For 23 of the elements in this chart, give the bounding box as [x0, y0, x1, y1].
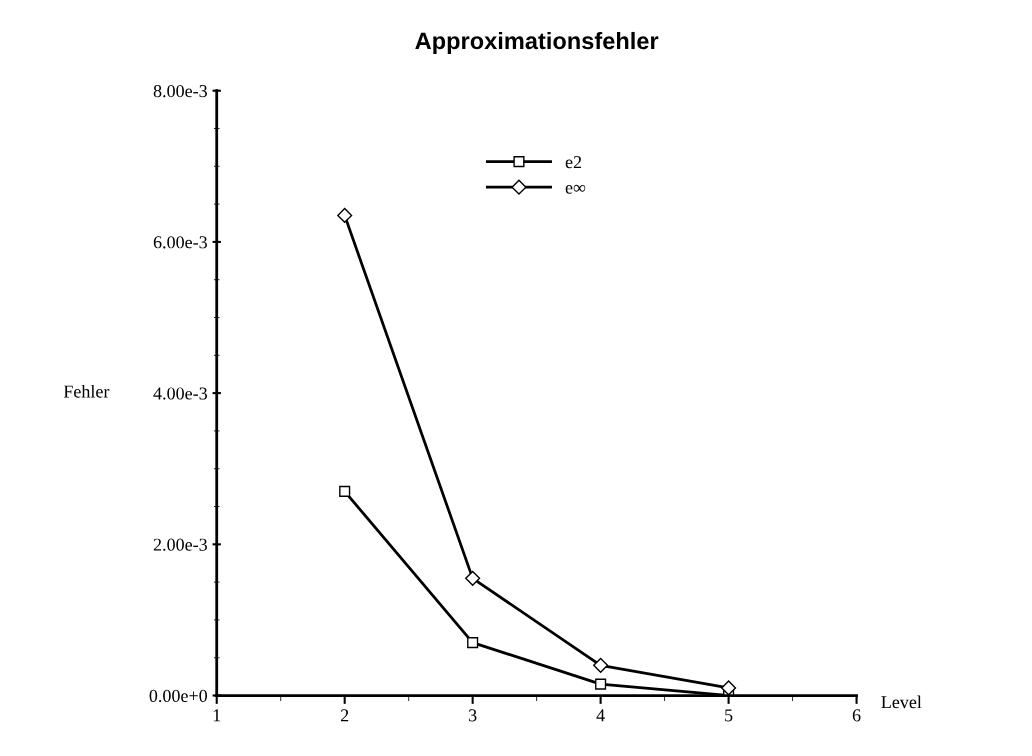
y-axis-title: Fehler [63, 384, 110, 398]
y-tick-label: 0.00e+0 [149, 689, 207, 703]
point [595, 678, 607, 690]
y-tick-label: 8.00e-3 [153, 84, 207, 98]
y-tick-label: 4.00e-3 [153, 387, 207, 400]
point [721, 680, 737, 696]
point [339, 485, 351, 497]
x-tick-label: 2 [340, 709, 349, 722]
x-axis-title: Level [881, 695, 922, 709]
x-tick-label: 3 [469, 709, 477, 722]
legend-label: e2 [565, 156, 582, 169]
point [337, 207, 353, 224]
y-tick-label: 2.00e-3 [153, 538, 207, 551]
x-tick-label: 6 [852, 709, 861, 722]
x-tick-label: 1 [213, 709, 221, 722]
x-tick-label: 5 [725, 709, 733, 722]
chart-title: Approximationsfehler [415, 31, 659, 54]
point [467, 637, 479, 649]
x-tick-label: 4 [596, 709, 605, 722]
legend-label: e∞ [565, 184, 586, 194]
point [593, 657, 609, 673]
y-tick-label: 6.00e-3 [153, 236, 207, 249]
point [465, 570, 481, 586]
